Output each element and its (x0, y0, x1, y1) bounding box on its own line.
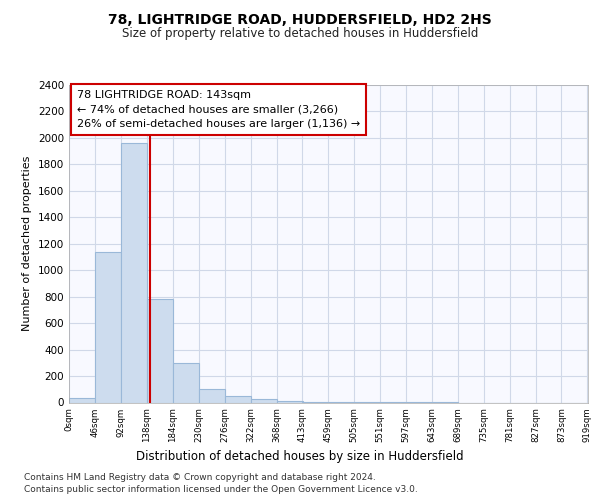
Text: Contains public sector information licensed under the Open Government Licence v3: Contains public sector information licen… (24, 485, 418, 494)
Text: Contains HM Land Registry data © Crown copyright and database right 2024.: Contains HM Land Registry data © Crown c… (24, 472, 376, 482)
Y-axis label: Number of detached properties: Number of detached properties (22, 156, 32, 332)
Bar (95, 252, 121, 402)
Bar (147, 300, 173, 403)
Bar (225, 396, 251, 402)
Bar (199, 388, 224, 402)
Bar (277, 401, 302, 402)
Text: 78 LIGHTRIDGE ROAD: 143sqm
← 74% of detached houses are smaller (3,266)
26% of s: 78 LIGHTRIDGE ROAD: 143sqm ← 74% of deta… (77, 90, 360, 130)
Text: 78, LIGHTRIDGE ROAD, HUDDERSFIELD, HD2 2HS: 78, LIGHTRIDGE ROAD, HUDDERSFIELD, HD2 2… (108, 12, 492, 26)
Bar (69, 398, 95, 402)
Bar (121, 143, 147, 403)
Bar (173, 363, 199, 403)
Bar (251, 398, 277, 402)
Text: Distribution of detached houses by size in Huddersfield: Distribution of detached houses by size … (136, 450, 464, 463)
Text: Size of property relative to detached houses in Huddersfield: Size of property relative to detached ho… (122, 28, 478, 40)
